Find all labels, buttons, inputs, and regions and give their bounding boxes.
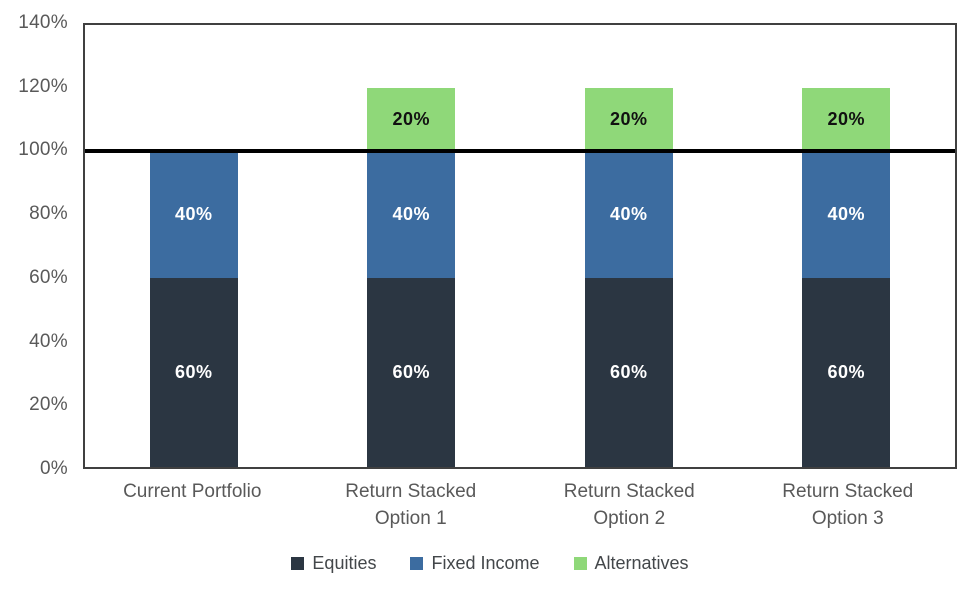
y-tick-label-140-: 140% — [18, 12, 68, 33]
segment-value-label: 60% — [609, 361, 648, 382]
bar-return-stacked-option-1: 60% 40% 20% — [303, 25, 521, 467]
segment-equities-return-stacked-option-3: 60% — [802, 277, 891, 467]
x-category-label: Current Portfolio — [123, 481, 262, 502]
segment-alternatives-return-stacked-option-3: 20% — [802, 88, 891, 152]
segment-fixed-income-return-stacked-option-1: 40% — [367, 151, 456, 278]
x-category-return-stacked-option-3: Return Stacked Option 3 — [739, 479, 958, 533]
segment-alternatives-return-stacked-option-1: 20% — [367, 88, 456, 152]
y-axis: 0% 20% 40% 60% 80% 100% 120% 140% — [0, 12, 70, 479]
segment-value-label: 20% — [392, 109, 431, 130]
legend-item-fixed-income: Fixed Income — [410, 553, 540, 574]
segment-value-label: 60% — [827, 361, 866, 382]
segment-value-label: 60% — [174, 361, 213, 382]
bar-return-stacked-option-3: 60% 40% 20% — [738, 25, 956, 467]
x-category-return-stacked-option-1: Return Stacked Option 1 — [302, 479, 521, 533]
segment-value-label: 40% — [827, 203, 866, 224]
legend: Equities Fixed Income Alternatives — [0, 553, 980, 574]
y-tick-label-40-: 40% — [29, 330, 68, 352]
x-category-current-portfolio: Current Portfolio — [83, 479, 302, 533]
legend-label-fixed-income: Fixed Income — [431, 553, 540, 573]
segment-equities-current-portfolio: 60% — [149, 277, 238, 467]
legend-item-alternatives: Alternatives — [573, 553, 689, 574]
y-tick-label-20-: 20% — [29, 394, 68, 416]
segment-fixed-income-current-portfolio: 40% — [149, 151, 238, 278]
bar-current-portfolio: 60% 40% — [85, 25, 303, 467]
legend-swatch-fixed-income — [410, 557, 424, 570]
y-tick-label-60-: 60% — [29, 266, 68, 288]
segment-fixed-income-return-stacked-option-2: 40% — [584, 151, 673, 278]
legend-item-equities: Equities — [291, 553, 376, 574]
segment-alternatives-return-stacked-option-2: 20% — [584, 88, 673, 152]
legend-swatch-alternatives — [573, 557, 587, 570]
reference-line-100pct — [85, 149, 955, 154]
y-tick-label-120-: 120% — [18, 75, 68, 97]
x-category-label: Return Stacked Option 1 — [345, 481, 477, 529]
plot-area: 60% 40% 60% 40% 20% 60% 40% 20% 60% 40% 20% — [83, 23, 957, 469]
segment-equities-return-stacked-option-1: 60% — [367, 277, 456, 467]
segment-value-label: 20% — [609, 109, 648, 130]
segment-fixed-income-return-stacked-option-3: 40% — [802, 151, 891, 278]
legend-label-alternatives: Alternatives — [594, 553, 689, 573]
x-category-return-stacked-option-2: Return Stacked Option 2 — [520, 479, 739, 533]
legend-swatch-equities — [291, 557, 305, 570]
x-axis-labels: Current Portfolio Return Stacked Option 1… — [83, 479, 957, 533]
bar-return-stacked-option-2: 60% 40% 20% — [520, 25, 738, 467]
segment-value-label: 40% — [609, 203, 648, 224]
segment-value-label: 20% — [827, 109, 866, 130]
segment-value-label: 40% — [392, 203, 431, 224]
x-category-label: Return Stacked Option 3 — [782, 481, 914, 529]
legend-label-equities: Equities — [312, 553, 377, 573]
segment-value-label: 40% — [174, 203, 213, 224]
x-category-label: Return Stacked Option 2 — [563, 481, 695, 529]
segment-equities-return-stacked-option-2: 60% — [584, 277, 673, 467]
y-tick-label-80-: 80% — [29, 203, 68, 225]
segment-value-label: 60% — [392, 361, 431, 382]
y-tick-label-0-: 0% — [39, 458, 68, 479]
y-tick-label-100-: 100% — [18, 139, 68, 161]
